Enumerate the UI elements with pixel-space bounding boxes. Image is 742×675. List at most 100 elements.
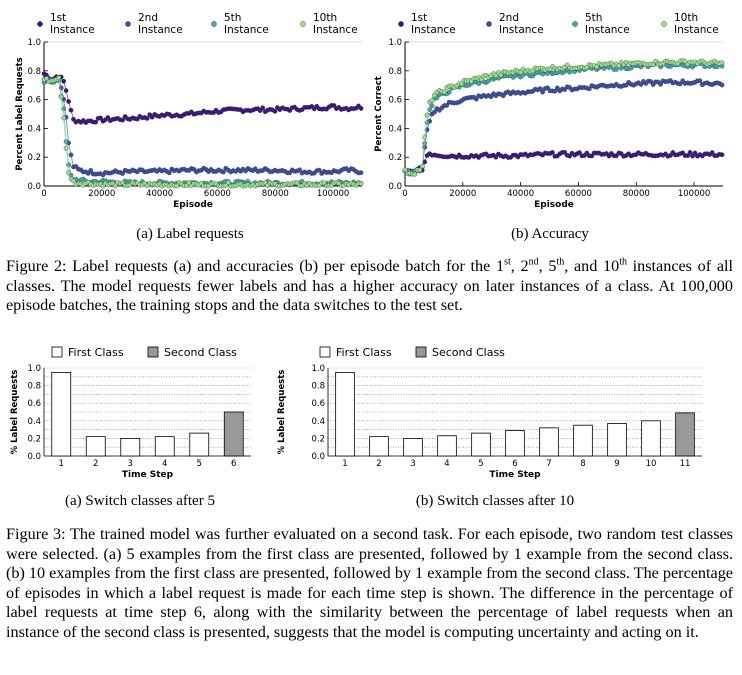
- data-point: [144, 116, 150, 121]
- series-2: [41, 75, 364, 178]
- legend-word: Instance: [224, 24, 269, 36]
- legend-word: Instance: [50, 24, 95, 36]
- data-point: [594, 64, 600, 70]
- data-point: [272, 108, 278, 114]
- y-tick-label: 1.0: [388, 38, 402, 48]
- legend-marker: [125, 21, 131, 27]
- legend-marker: [398, 21, 404, 27]
- bar: [471, 432, 491, 457]
- chart-legend: 1stInstance2ndInstance5thInstance10thIns…: [37, 12, 358, 36]
- y-tick-label: 0.4: [311, 417, 325, 427]
- data-point: [88, 168, 94, 173]
- data-point: [697, 78, 703, 84]
- data-point: [174, 183, 180, 189]
- bar: [120, 438, 141, 457]
- x-tick-label: 40000: [507, 189, 534, 199]
- series-4: [402, 58, 725, 177]
- data-point: [112, 183, 118, 189]
- y-tick-label: 0.2: [388, 153, 402, 163]
- data-point: [613, 67, 619, 72]
- series-1: [41, 71, 364, 125]
- data-point: [446, 89, 452, 95]
- chart-legend: 1stInstance2ndInstance5thInstance10thIns…: [398, 12, 719, 36]
- data-point: [719, 82, 725, 88]
- legend-word: Instance: [674, 24, 719, 36]
- x-tick-label: 8: [580, 459, 585, 469]
- data-point: [719, 152, 725, 158]
- data-point: [567, 69, 572, 75]
- y-tick-label: 0.6: [388, 96, 402, 106]
- data-point: [44, 76, 49, 81]
- x-tick-label: 4: [162, 459, 167, 469]
- figure3-caption: Figure 3: The trained model was further …: [6, 525, 733, 641]
- data-point: [540, 89, 545, 95]
- data-point: [552, 88, 558, 94]
- data-point: [658, 81, 663, 87]
- data-point: [498, 72, 504, 78]
- y-tick-label: 0.4: [388, 124, 402, 134]
- bar: [369, 436, 389, 457]
- data-point: [61, 115, 67, 121]
- y-axis-title: Percent Label Requests: [15, 57, 25, 170]
- data-point: [260, 105, 266, 111]
- y-tick-label: 0.6: [27, 96, 41, 106]
- data-point: [225, 180, 231, 185]
- data-point: [444, 103, 450, 108]
- legend-ordinal: 5th: [224, 12, 241, 24]
- data-point: [66, 162, 71, 168]
- x-axis-title: Time Step: [122, 470, 174, 480]
- switch-after-5-chart: First Class Second Class 0.0 0.2 0.4 0.6 0.8 1.…: [10, 346, 251, 480]
- figure2-caption: Figure 2: Label requests (a) and accurac…: [6, 257, 733, 316]
- x-tick-label: 0: [402, 189, 407, 199]
- x-tick-label: 3: [128, 459, 133, 469]
- data-point: [518, 69, 523, 75]
- data-point: [650, 62, 656, 67]
- data-point: [648, 79, 654, 84]
- data-point: [402, 167, 408, 173]
- data-point: [120, 117, 125, 123]
- y-axis-title: % Label Requests: [277, 370, 287, 455]
- x-tick-label: 10: [646, 459, 657, 469]
- x-tick-label: 100000: [317, 189, 349, 199]
- legend-marker: [486, 21, 492, 27]
- caption-sep-2: ,: [538, 257, 549, 275]
- y-tick-label: 0.6: [27, 399, 41, 409]
- y-tick-label: 0.2: [27, 153, 41, 163]
- x-tick-label: 6: [231, 459, 236, 469]
- y-axis-title: Percent Correct: [374, 76, 384, 151]
- x-axis-title: Time Step: [489, 470, 541, 480]
- data-point: [66, 170, 71, 175]
- data-point: [685, 153, 690, 159]
- x-tick-label: 80000: [623, 189, 650, 199]
- legend-marker: [211, 21, 217, 27]
- data-point: [424, 112, 430, 118]
- data-point: [692, 150, 698, 156]
- bar: [539, 427, 559, 457]
- data-point: [424, 120, 430, 125]
- bar-legend: First Class Second Class: [319, 346, 505, 359]
- figure3-subcaption-a: (a) Switch classes after 5: [65, 493, 215, 509]
- x-tick-label: 9: [614, 459, 619, 469]
- legend-ordinal: 5th: [585, 12, 602, 24]
- data-point: [61, 78, 67, 84]
- y-tick-label: 0.4: [27, 124, 41, 134]
- data-point: [586, 86, 592, 92]
- data-point: [166, 170, 172, 176]
- legend-ordinal: 2nd: [499, 12, 519, 24]
- x-tick-label: 3: [410, 459, 415, 469]
- caption-sep-3: , and: [564, 257, 603, 275]
- data-point: [550, 150, 555, 155]
- figure2-caption-prefix: Figure 2: Label requests (a) and accurac…: [6, 257, 497, 275]
- figure2-panel-a: 1st Instance 2nd Instance 5th Instance 10th Ins…: [0, 0, 370, 220]
- data-point: [331, 103, 337, 108]
- y-axis-title: % Label Requests: [10, 370, 20, 455]
- legend-ordinal: 10th: [313, 12, 337, 24]
- y-tick-label: 0.6: [311, 399, 325, 409]
- x-tick-label: 2: [376, 459, 381, 469]
- switch-after-10-chart: First Class Second Class 0.0 0.2 0.4 0.6 0.8 1.…: [277, 346, 702, 480]
- x-tick-label: 5: [478, 459, 483, 469]
- data-point: [58, 94, 64, 100]
- series-1: [402, 150, 725, 176]
- x-tick-label: 100000: [678, 189, 710, 199]
- legend-swatch-first: [319, 346, 331, 358]
